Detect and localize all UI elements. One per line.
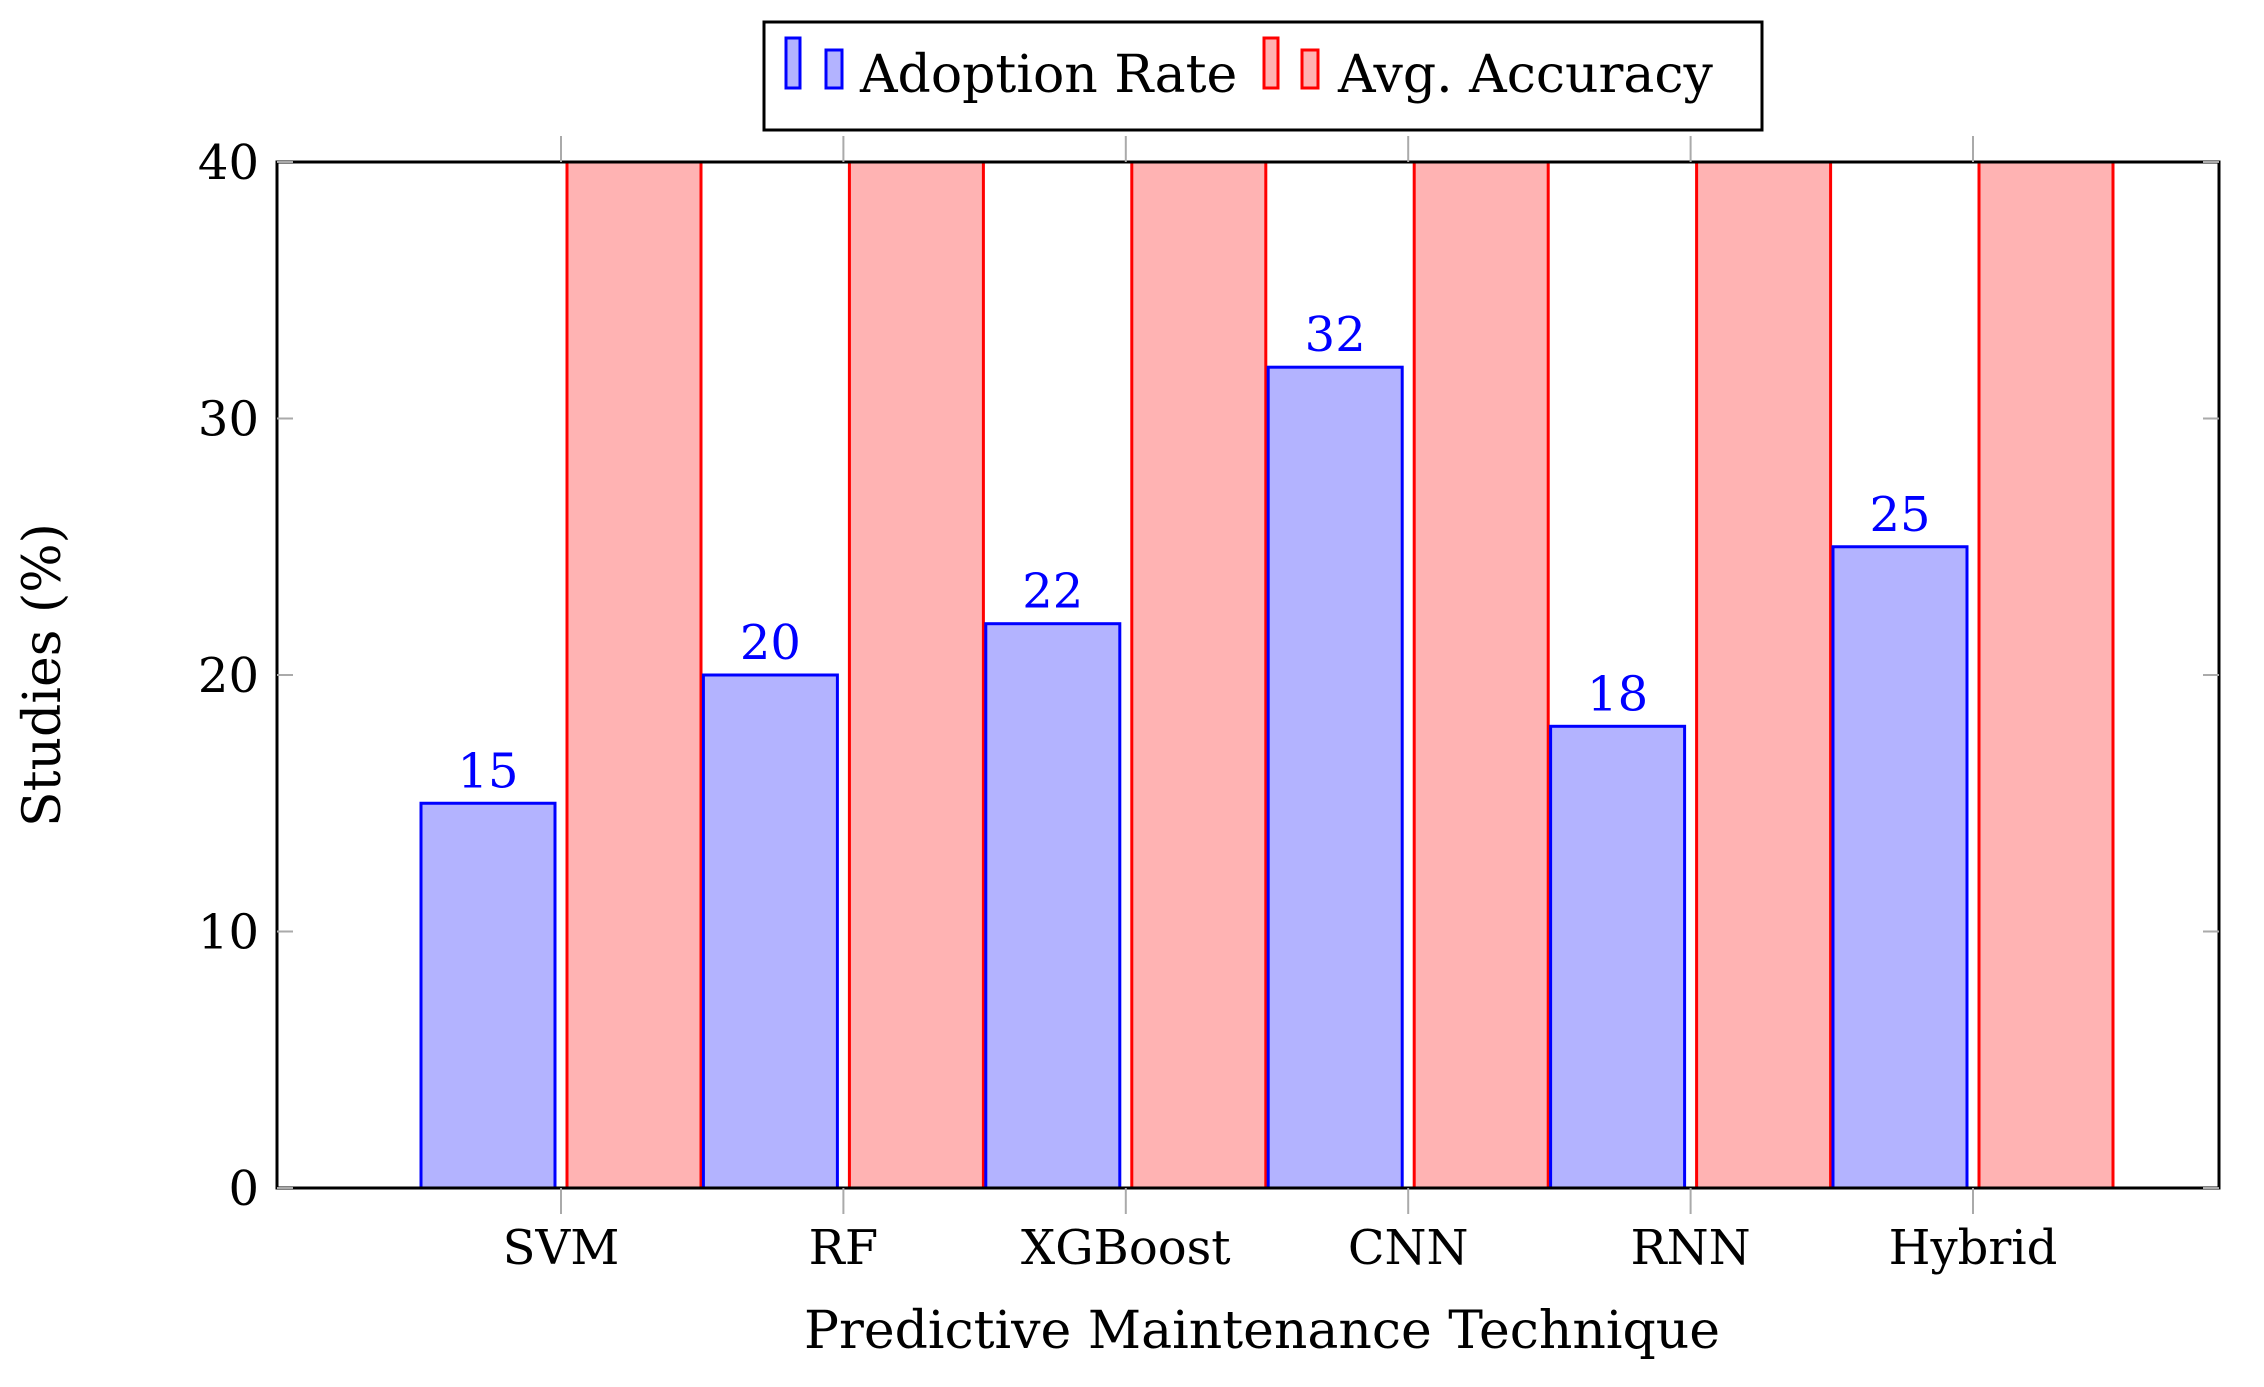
bar-adoption-rate-rnn — [1549, 724, 1687, 1190]
legend-swatch-adoption-rate-b — [824, 48, 844, 90]
x-tick-label-rnn: RNN — [1631, 1220, 1751, 1276]
x-tick-label-xgboost: XGBoost — [1021, 1220, 1231, 1276]
x-tick-label-cnn: CNN — [1348, 1220, 1469, 1276]
y-tick-label-0: 0 — [228, 1161, 259, 1217]
y-axis-label: Studies (%) — [13, 523, 73, 827]
x-tick-label-svm: SVM — [503, 1220, 620, 1276]
data-label-adoption-rate-svm: 15 — [457, 743, 518, 799]
bar-adoption-rate-rf — [701, 673, 839, 1190]
x-axis-ticks: SVM RF XGBoost CNN RNN Hybrid — [503, 136, 2058, 1276]
legend-swatch-avg-accuracy-b — [1300, 48, 1320, 90]
y-tick-label-30: 30 — [198, 392, 259, 448]
bar-avg-accuracy-xgboost — [1130, 160, 1268, 1190]
data-label-adoption-rate-xgboost: 22 — [1022, 564, 1083, 620]
legend-swatch-adoption-rate-a — [784, 36, 802, 90]
legend-label-avg-accuracy: Avg. Accuracy — [1337, 45, 1713, 105]
x-tick-label-hybrid: Hybrid — [1889, 1220, 2058, 1276]
legend: Adoption Rate Avg. Accuracy — [762, 20, 1764, 132]
bar-adoption-rate-cnn — [1266, 365, 1404, 1190]
data-label-adoption-rate-rf: 20 — [740, 615, 801, 671]
bar-adoption-rate-hybrid — [1831, 545, 1969, 1190]
bar-avg-accuracy-hybrid — [1977, 160, 2115, 1190]
data-label-adoption-rate-hybrid: 25 — [1869, 487, 1930, 543]
bar-adoption-rate-svm — [419, 801, 557, 1190]
x-tick-label-rf: RF — [809, 1220, 878, 1276]
bar-avg-accuracy-svm — [565, 160, 703, 1190]
bar-avg-accuracy-rf — [847, 160, 985, 1190]
legend-label-adoption-rate: Adoption Rate — [859, 45, 1237, 105]
bar-avg-accuracy-rnn — [1695, 160, 1833, 1190]
y-tick-label-20: 20 — [198, 648, 259, 704]
legend-swatch-avg-accuracy-a — [1262, 36, 1280, 90]
bar-avg-accuracy-cnn — [1412, 160, 1550, 1190]
data-label-adoption-rate-cnn: 32 — [1305, 307, 1366, 363]
y-tick-label-40: 40 — [198, 135, 259, 191]
bar-adoption-rate-xgboost — [984, 622, 1122, 1190]
y-tick-label-10: 10 — [198, 905, 259, 961]
y-axis-ticks: 0 10 20 30 40 — [198, 135, 2219, 1217]
x-axis-label: Predictive Maintenance Technique — [804, 1301, 1720, 1361]
data-label-adoption-rate-rnn: 18 — [1587, 666, 1648, 722]
plot-bars: 15 20 22 32 18 25 — [419, 160, 2115, 1190]
